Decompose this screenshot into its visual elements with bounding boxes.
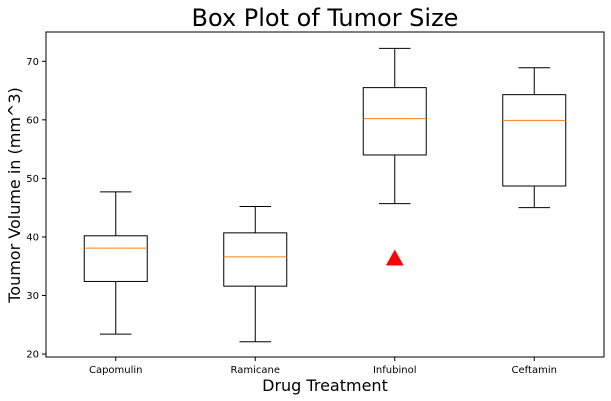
y-tick-label: 30 <box>26 291 39 302</box>
iqr-box <box>83 235 148 282</box>
y-tick-label: 60 <box>26 115 39 126</box>
box-capomulin <box>83 191 148 335</box>
y-axis: 20 30 40 50 60 70 <box>26 57 46 361</box>
iqr-box <box>362 87 427 156</box>
box-ramicane <box>223 206 288 343</box>
iqr-box <box>502 94 567 187</box>
y-tick-label: 20 <box>26 350 39 361</box>
box-infubinol <box>362 47 427 266</box>
box-ceftamin <box>502 67 567 209</box>
y-tick-label: 70 <box>26 57 39 68</box>
plot-frame <box>45 31 605 358</box>
x-tick-label: Ramicane <box>231 365 281 376</box>
x-tick-label: Capomulin <box>89 365 143 376</box>
y-axis-label: Toumor Volume in (mm^3) <box>5 87 24 304</box>
x-tick-label: Ceftamin <box>512 365 557 376</box>
x-axis-label: Drug Treatment <box>262 376 388 395</box>
y-tick-label: 50 <box>26 174 39 185</box>
x-axis: Capomulin Ramicane Infubinol Ceftamin <box>89 357 557 376</box>
chart-title: Box Plot of Tumor Size <box>192 4 459 32</box>
iqr-box <box>223 232 288 287</box>
boxes-layer <box>83 47 567 343</box>
y-tick-label: 40 <box>26 232 39 243</box>
outlier-marker <box>385 249 404 266</box>
x-tick-label: Infubinol <box>373 365 417 376</box>
